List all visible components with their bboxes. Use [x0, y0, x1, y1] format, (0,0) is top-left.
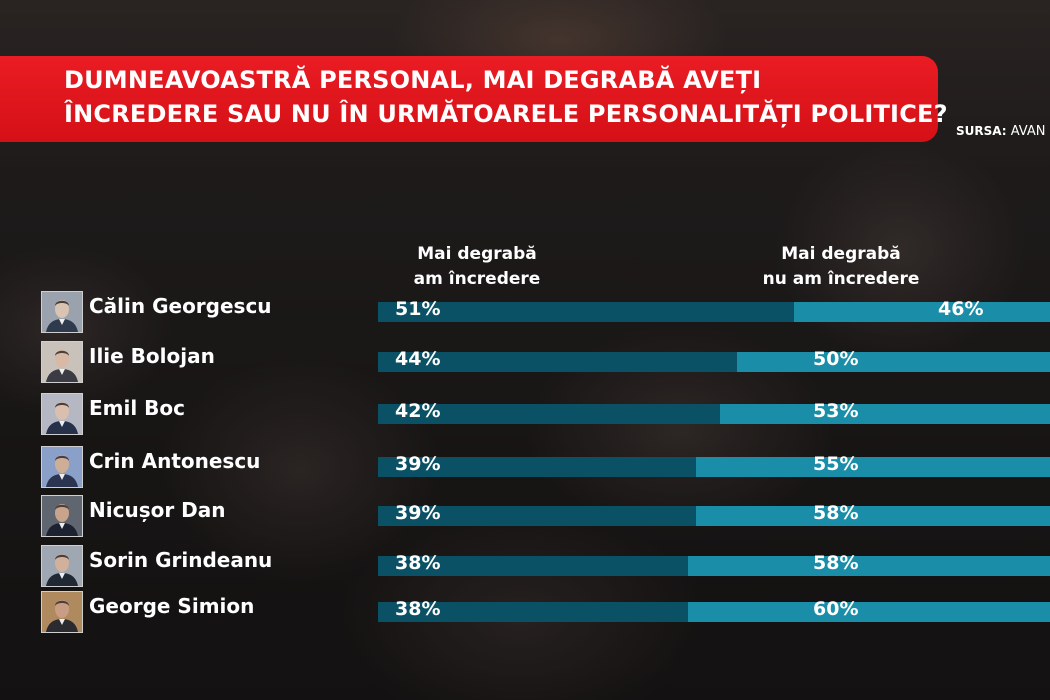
- person-photo: [41, 446, 83, 488]
- bar-distrust: [688, 602, 1050, 622]
- value-trust: 51%: [395, 298, 441, 320]
- bar-distrust: [696, 506, 1050, 526]
- person-photo: [41, 393, 83, 435]
- value-trust: 44%: [395, 348, 441, 370]
- person-name: George Simion: [89, 594, 255, 618]
- bar-distrust: [794, 302, 1050, 322]
- bar-track: 38% 58%: [378, 552, 1050, 576]
- bar-distrust: [688, 556, 1050, 576]
- source-value: AVAN: [1010, 124, 1046, 139]
- chart-row: Ilie Bolojan 44% 50%: [0, 341, 1050, 392]
- value-distrust: 60%: [813, 598, 859, 620]
- value-trust: 38%: [395, 598, 441, 620]
- bar-trust: [378, 457, 696, 477]
- value-distrust: 58%: [813, 552, 859, 574]
- bar-distrust: [737, 352, 1050, 372]
- bar-trust: [378, 602, 688, 622]
- value-distrust: 53%: [813, 400, 859, 422]
- bar-track: 39% 58%: [378, 502, 1050, 526]
- value-trust: 38%: [395, 552, 441, 574]
- chart-row: Emil Boc 42% 53%: [0, 393, 1050, 444]
- header-distrust: Mai degrabă nu am încredere: [762, 244, 920, 289]
- bar-distrust: [696, 457, 1050, 477]
- chart-row: George Simion 38% 60%: [0, 591, 1050, 642]
- value-distrust: 58%: [813, 502, 859, 524]
- person-photo: [41, 545, 83, 587]
- value-trust: 39%: [395, 502, 441, 524]
- person-photo: [41, 495, 83, 537]
- person-name: Călin Georgescu: [89, 294, 272, 318]
- value-trust: 39%: [395, 453, 441, 475]
- bar-distrust: [720, 404, 1050, 424]
- header-trust: Mai degrabă am încredere: [413, 244, 541, 289]
- bar-trust: [378, 506, 696, 526]
- bar-track: 44% 50%: [378, 348, 1050, 372]
- person-name: Nicușor Dan: [89, 498, 226, 522]
- value-distrust: 50%: [813, 348, 859, 370]
- source-credit: SURSA: AVAN: [956, 124, 1045, 139]
- bar-trust: [378, 302, 794, 322]
- bar-track: 51% 46%: [378, 298, 1050, 322]
- chart-row: Sorin Grindeanu 38% 58%: [0, 545, 1050, 596]
- bar-trust: [378, 556, 688, 576]
- person-photo: [41, 291, 83, 333]
- bar-trust: [378, 352, 737, 372]
- value-distrust: 46%: [938, 298, 984, 320]
- person-name: Crin Antonescu: [89, 449, 261, 473]
- bar-track: 39% 55%: [378, 453, 1050, 477]
- chart-row: Nicușor Dan 39% 58%: [0, 495, 1050, 546]
- title-line-1: DUMNEAVOASTRĂ PERSONAL, MAI DEGRABĂ AVEȚ…: [64, 66, 762, 94]
- person-photo: [41, 591, 83, 633]
- person-name: Sorin Grindeanu: [89, 548, 273, 572]
- chart-row: Crin Antonescu 39% 55%: [0, 446, 1050, 497]
- title-banner: [0, 56, 938, 142]
- bar-trust: [378, 404, 720, 424]
- person-photo: [41, 341, 83, 383]
- value-trust: 42%: [395, 400, 441, 422]
- bar-track: 38% 60%: [378, 598, 1050, 622]
- value-distrust: 55%: [813, 453, 859, 475]
- person-name: Ilie Bolojan: [89, 344, 215, 368]
- title-line-2: ÎNCREDERE SAU NU ÎN URMĂTOARELE PERSONAL…: [64, 100, 948, 128]
- person-name: Emil Boc: [89, 396, 186, 420]
- source-label: SURSA:: [956, 124, 1007, 138]
- bar-track: 42% 53%: [378, 400, 1050, 424]
- chart-row: Călin Georgescu 51% 46%: [0, 291, 1050, 342]
